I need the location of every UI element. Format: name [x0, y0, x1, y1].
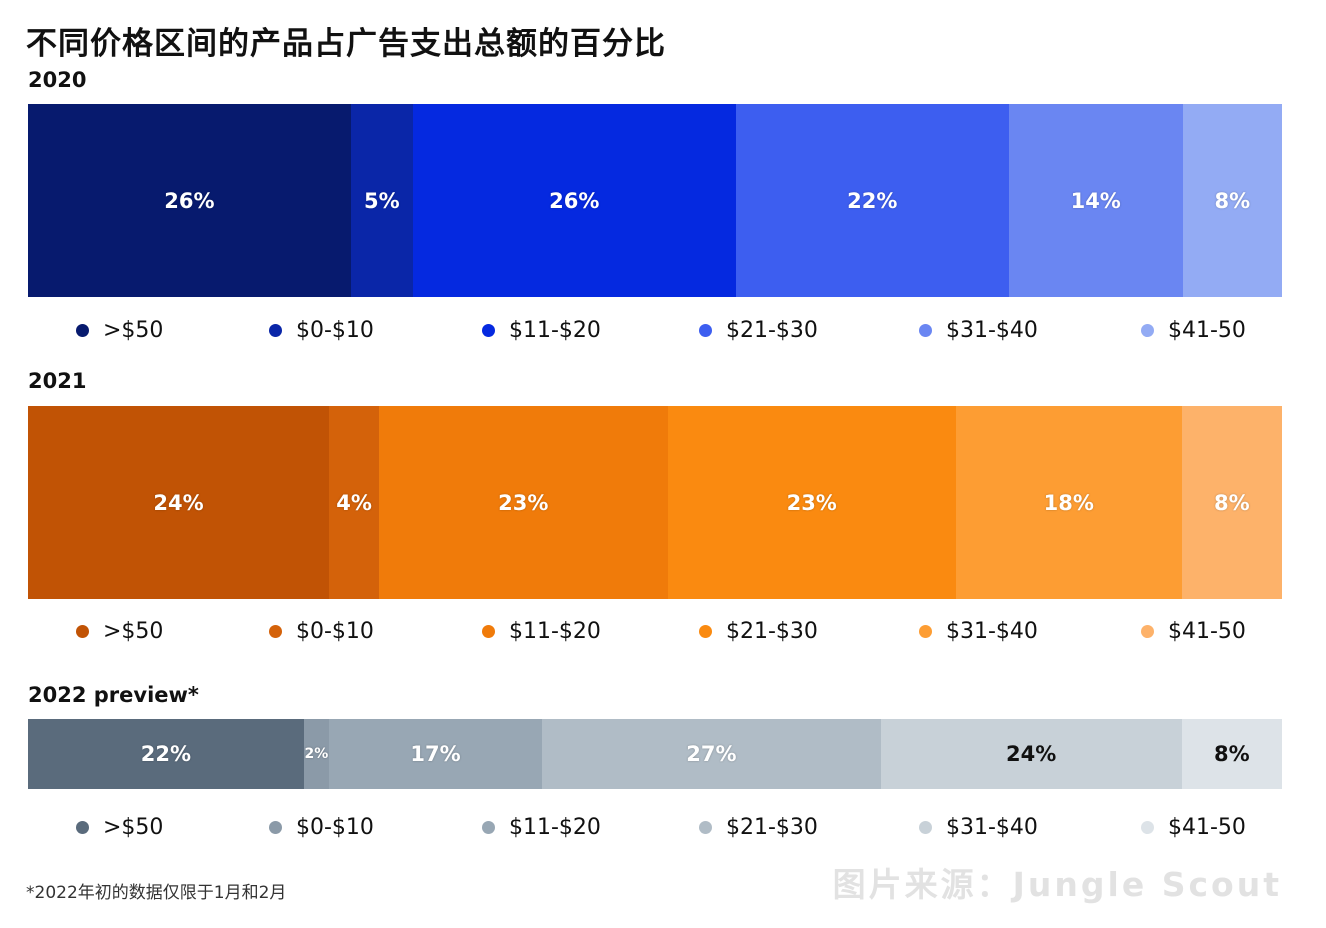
- legend-label: $21-$30: [726, 815, 818, 840]
- bar-segment: 8%: [1181, 719, 1282, 789]
- legend-swatch: [269, 821, 282, 834]
- legend-swatch: [699, 324, 712, 337]
- bar-segment: 8%: [1182, 104, 1282, 297]
- legend-swatch: [1141, 821, 1154, 834]
- bar-segment: 18%: [955, 406, 1182, 599]
- bar-segment: 8%: [1181, 406, 1282, 599]
- watermark: 图片来源：Jungle Scout: [832, 865, 1282, 904]
- legend-label: $11-$20: [509, 318, 601, 343]
- footnote: *2022年初的数据仅限于1月和2月: [26, 883, 287, 903]
- legend-swatch: [699, 625, 712, 638]
- bar-segment: 2%: [303, 719, 329, 789]
- legend: >$50 $0-$10 $11-$20 $21-$30 $31-$40 $41-50: [28, 815, 1282, 845]
- legend-label: >$50: [103, 619, 164, 644]
- bar-segment: 22%: [735, 104, 1009, 297]
- legend-label: >$50: [103, 815, 164, 840]
- bar-segment: 17%: [328, 719, 543, 789]
- legend-swatch: [269, 625, 282, 638]
- bar-segment: 26%: [28, 104, 351, 297]
- bar-segment: 22%: [28, 719, 304, 789]
- legend-item: $0-$10: [269, 619, 374, 644]
- legend-item: $41-50: [1141, 619, 1246, 644]
- legend-swatch: [269, 324, 282, 337]
- legend: >$50 $0-$10 $11-$20 $21-$30 $31-$40 $41-50: [28, 619, 1282, 649]
- bar-segment: 14%: [1008, 104, 1183, 297]
- legend-item: $31-$40: [919, 318, 1038, 343]
- legend-swatch: [76, 625, 89, 638]
- bar-segment: 5%: [350, 104, 413, 297]
- stacked-bar: 24% 4% 23% 23% 18% 8%: [28, 406, 1282, 599]
- legend-swatch: [1141, 324, 1154, 337]
- legend-label: $31-$40: [946, 619, 1038, 644]
- legend-item: >$50: [76, 318, 163, 343]
- legend-item: $0-$10: [269, 815, 374, 840]
- legend-swatch: [76, 821, 89, 834]
- legend-label: $0-$10: [296, 318, 374, 343]
- legend-label: $41-50: [1168, 619, 1246, 644]
- legend-item: $11-$20: [482, 318, 601, 343]
- legend-swatch: [482, 625, 495, 638]
- legend-swatch: [919, 821, 932, 834]
- bar-segment: 23%: [379, 406, 668, 599]
- legend-item: $41-50: [1141, 815, 1246, 840]
- legend-swatch: [482, 821, 495, 834]
- legend-swatch: [76, 324, 89, 337]
- legend-label: $11-$20: [509, 815, 601, 840]
- chart-year-label: 2021: [28, 369, 87, 393]
- bar-segment: 27%: [542, 719, 881, 789]
- bar-segment: 24%: [28, 406, 329, 599]
- legend-item: $11-$20: [482, 815, 601, 840]
- legend-item: $21-$30: [699, 619, 818, 644]
- chart-title: 不同价格区间的产品占广告支出总额的百分比: [26, 26, 666, 62]
- legend-item: $21-$30: [699, 318, 818, 343]
- legend-item: $21-$30: [699, 815, 818, 840]
- legend-item: $31-$40: [919, 815, 1038, 840]
- legend-swatch: [919, 625, 932, 638]
- legend-label: $11-$20: [509, 619, 601, 644]
- legend-item: $0-$10: [269, 318, 374, 343]
- bar-segment: 23%: [667, 406, 956, 599]
- legend-label: $0-$10: [296, 619, 374, 644]
- chart-year-label: 2022 preview*: [28, 683, 199, 707]
- legend-swatch: [919, 324, 932, 337]
- stacked-bar: 22% 2% 17% 27% 24% 8%: [28, 719, 1282, 789]
- bar-segment: 26%: [412, 104, 736, 297]
- legend-label: $21-$30: [726, 318, 818, 343]
- legend: >$50 $0-$10 $11-$20 $21-$30 $31-$40 $41-50: [28, 318, 1282, 348]
- bar-segment: 24%: [880, 719, 1182, 789]
- legend-label: $0-$10: [296, 815, 374, 840]
- legend-item: >$50: [76, 619, 163, 644]
- legend-item: >$50: [76, 815, 163, 840]
- legend-label: $41-50: [1168, 318, 1246, 343]
- legend-swatch: [699, 821, 712, 834]
- legend-label: >$50: [103, 318, 164, 343]
- chart-year-label: 2020: [28, 68, 87, 92]
- legend-label: $41-50: [1168, 815, 1246, 840]
- legend-item: $11-$20: [482, 619, 601, 644]
- legend-item: $41-50: [1141, 318, 1246, 343]
- bar-segment: 4%: [328, 406, 380, 599]
- legend-swatch: [1141, 625, 1154, 638]
- stacked-bar: 26% 5% 26% 22% 14% 8%: [28, 104, 1282, 297]
- legend-item: $31-$40: [919, 619, 1038, 644]
- legend-label: $31-$40: [946, 318, 1038, 343]
- legend-swatch: [482, 324, 495, 337]
- legend-label: $31-$40: [946, 815, 1038, 840]
- legend-label: $21-$30: [726, 619, 818, 644]
